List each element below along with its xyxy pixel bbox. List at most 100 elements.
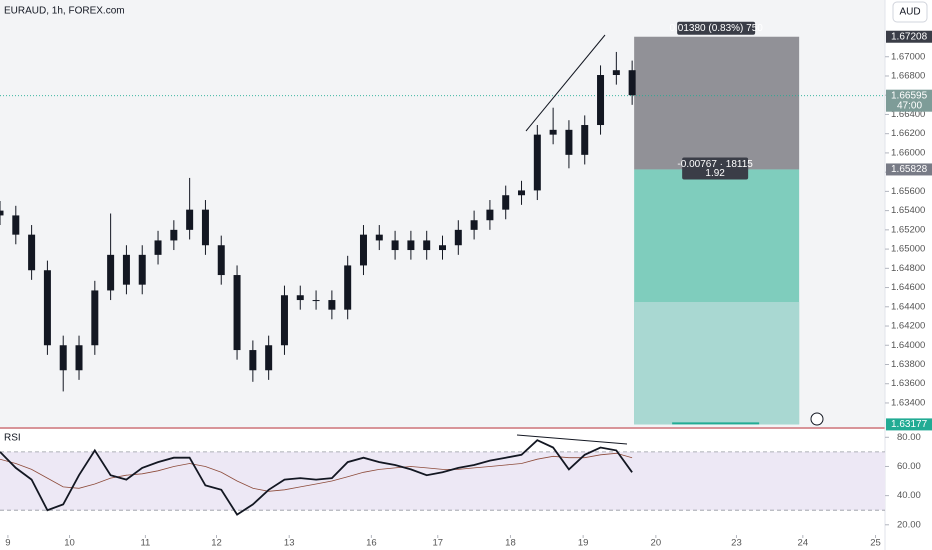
replay-icon[interactable] — [810, 412, 824, 426]
candle-body — [391, 240, 399, 251]
candle-body — [359, 234, 367, 266]
candle-body — [122, 254, 130, 285]
y-tick-label: 1.65200 — [891, 224, 925, 235]
rsi-band — [0, 451, 885, 511]
candle-body — [28, 234, 36, 271]
x-tick-label: 18 — [505, 538, 516, 549]
candle-body — [186, 209, 194, 230]
candle-body — [0, 210, 4, 216]
candle-body — [296, 295, 304, 301]
candle-body — [328, 300, 336, 310]
candle-body — [423, 240, 431, 251]
candle-body — [439, 245, 446, 251]
candle-body — [265, 345, 273, 371]
y-tick-label: 1.63600 — [891, 378, 925, 389]
candle-body — [486, 209, 494, 221]
stop-price-box — [886, 418, 932, 431]
x-tick-label: 24 — [798, 538, 809, 549]
x-tick-label: 10 — [64, 538, 75, 549]
x-tick-label: 9 — [5, 538, 10, 549]
candle-body — [407, 240, 415, 251]
candle-body — [565, 129, 573, 155]
candle-body — [470, 220, 478, 230]
y-tick-label: 1.64400 — [891, 301, 925, 312]
candle-body — [249, 350, 257, 371]
y-tick-label: 1.64800 — [891, 263, 925, 274]
candle-body — [581, 125, 589, 155]
y-tick-label: 1.66400 — [891, 109, 925, 120]
candle-body — [454, 229, 462, 246]
last-price: 1.66595 — [891, 90, 928, 101]
x-tick-label: 20 — [651, 538, 662, 549]
candle-body — [233, 275, 241, 351]
candle-body — [154, 240, 162, 255]
candle-body — [518, 190, 526, 196]
y-tick-label: 1.66800 — [891, 70, 925, 81]
candle-body — [280, 295, 288, 346]
y-tick-label: 1.63800 — [891, 359, 925, 370]
symbol-title: EURAUD, 1h, FOREX.com — [4, 6, 125, 17]
candle-body — [91, 290, 99, 346]
candle-body — [344, 265, 352, 310]
candle-body — [170, 229, 178, 241]
rsi-line — [0, 452, 633, 492]
rsi-line — [0, 439, 633, 516]
candle-body — [628, 70, 636, 96]
candle-body — [43, 270, 51, 346]
target-price: 1.67208 — [891, 31, 928, 42]
candle-body — [107, 254, 115, 291]
y-tick-label: 20.00 — [897, 519, 921, 530]
y-tick-label: 1.64000 — [891, 340, 925, 351]
x-tick-label: 16 — [366, 538, 377, 549]
candle-body — [75, 345, 83, 371]
candle-body — [549, 129, 557, 135]
loss-zone-faded — [634, 302, 800, 425]
y-tick-label: 40.00 — [897, 490, 921, 501]
currency-button[interactable] — [892, 1, 928, 23]
y-tick-label: 60.00 — [897, 461, 921, 472]
candle-body — [201, 209, 209, 246]
target-price-box — [886, 30, 932, 43]
profit-zone — [634, 36, 800, 170]
candle-body — [533, 134, 541, 191]
entry-price: 1.65828 — [891, 164, 928, 175]
target-label: 0.01380 (0.83%) 750 — [669, 23, 763, 34]
x-tick-label: 25 — [870, 538, 881, 549]
candle-body — [312, 300, 320, 302]
ratio-label: 1.92 — [705, 168, 725, 179]
trend-line — [525, 34, 606, 132]
x-tick-label: 13 — [284, 538, 295, 549]
rsi-trend-line — [516, 434, 628, 445]
entry-label-box — [682, 157, 749, 180]
x-tick-label: 11 — [140, 538, 150, 549]
plot-group: 1.63400 1.63600 1.63800 1.64000 1.64200 1.644… — [0, 21, 932, 549]
y-tick-label: 1.65600 — [891, 186, 925, 197]
y-tick-label: 80.00 — [897, 432, 921, 443]
candle-body — [597, 75, 605, 126]
rsi-title: RSI — [4, 433, 21, 444]
candle-body — [138, 254, 146, 285]
last-price-box — [886, 89, 932, 112]
x-tick-label: 23 — [731, 538, 742, 549]
stop-price: 1.63177 — [891, 419, 928, 430]
candle-body — [59, 345, 67, 371]
y-tick-label: 1.67000 — [891, 51, 925, 62]
candle-body — [375, 234, 383, 241]
x-tick-label: 19 — [578, 538, 589, 549]
candle-body — [12, 215, 20, 235]
x-tick-label: 12 — [211, 538, 222, 549]
y-tick-label: 1.65400 — [891, 205, 925, 216]
candle-body — [612, 70, 620, 76]
y-tick-label: 1.65000 — [891, 244, 925, 255]
candle-body — [217, 245, 225, 276]
candle-body — [502, 195, 510, 210]
y-tick-label: 1.64600 — [891, 282, 925, 293]
y-tick-label: 1.64200 — [891, 321, 925, 332]
y-tick-label: 1.66000 — [891, 147, 925, 158]
entry-price-box — [886, 163, 932, 176]
entry-label: -0.00767 · 18115 — [677, 159, 753, 170]
target-label-box — [677, 21, 756, 35]
currency-button-label[interactable]: AUD — [899, 7, 920, 18]
